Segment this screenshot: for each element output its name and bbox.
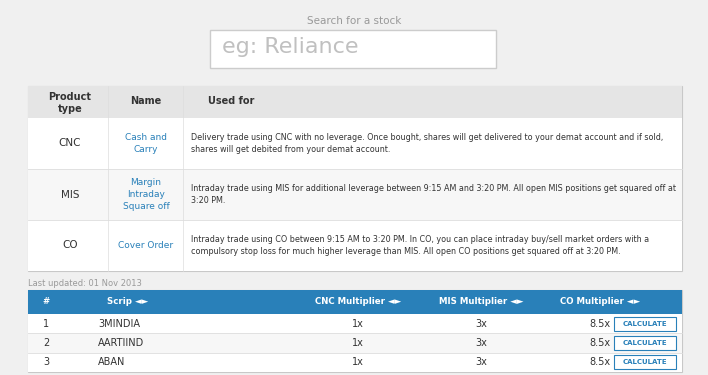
Bar bbox=[28, 290, 682, 372]
Text: CNC: CNC bbox=[59, 138, 81, 148]
Text: Cash and
Carry: Cash and Carry bbox=[125, 133, 167, 154]
Bar bbox=[28, 86, 682, 118]
Text: Name: Name bbox=[130, 96, 161, 106]
Text: 8.5x: 8.5x bbox=[590, 319, 610, 328]
Text: 1x: 1x bbox=[352, 357, 364, 368]
Bar bbox=[614, 336, 676, 350]
Text: CO Multiplier ◄►: CO Multiplier ◄► bbox=[560, 297, 640, 306]
Text: 3MINDIA: 3MINDIA bbox=[98, 319, 140, 328]
Bar bbox=[28, 169, 682, 220]
Text: MIS Multiplier ◄►: MIS Multiplier ◄► bbox=[439, 297, 523, 306]
Text: 2: 2 bbox=[43, 338, 49, 348]
Text: 8.5x: 8.5x bbox=[590, 338, 610, 348]
Text: 3x: 3x bbox=[475, 319, 487, 328]
Text: MIS: MIS bbox=[61, 189, 79, 200]
Text: CALCULATE: CALCULATE bbox=[623, 359, 668, 365]
Bar bbox=[28, 290, 682, 314]
Text: #: # bbox=[42, 297, 50, 306]
Text: CO: CO bbox=[62, 240, 78, 250]
Bar bbox=[28, 333, 682, 352]
Text: 3x: 3x bbox=[475, 338, 487, 348]
Text: Intraday trade using CO between 9:15 AM to 3:20 PM. In CO, you can place intrada: Intraday trade using CO between 9:15 AM … bbox=[191, 235, 649, 256]
Text: Last updated: 01 Nov 2013: Last updated: 01 Nov 2013 bbox=[28, 279, 142, 288]
Text: 8.5x: 8.5x bbox=[590, 357, 610, 368]
Text: ABAN: ABAN bbox=[98, 357, 125, 368]
Bar bbox=[614, 316, 676, 331]
Text: Product
type: Product type bbox=[49, 92, 91, 114]
Bar bbox=[210, 30, 496, 68]
Text: 1x: 1x bbox=[352, 338, 364, 348]
Text: Intraday trade using MIS for additional leverage between 9:15 AM and 3:20 PM. Al: Intraday trade using MIS for additional … bbox=[191, 184, 676, 205]
Text: Delivery trade using CNC with no leverage. Once bought, shares will get delivere: Delivery trade using CNC with no leverag… bbox=[191, 133, 663, 154]
Text: Used for: Used for bbox=[208, 96, 254, 106]
Bar bbox=[28, 352, 682, 372]
Text: Margin
Intraday
Square off: Margin Intraday Square off bbox=[122, 178, 169, 211]
Text: eg: Reliance: eg: Reliance bbox=[222, 37, 358, 57]
Text: 1x: 1x bbox=[352, 319, 364, 328]
Bar bbox=[28, 86, 682, 271]
Text: AARTIIND: AARTIIND bbox=[98, 338, 144, 348]
Text: 3x: 3x bbox=[475, 357, 487, 368]
Text: Scrip ◄►: Scrip ◄► bbox=[108, 297, 149, 306]
Text: Search for a stock: Search for a stock bbox=[307, 16, 401, 26]
Bar bbox=[28, 220, 682, 271]
Text: CALCULATE: CALCULATE bbox=[623, 321, 668, 327]
Bar bbox=[614, 356, 676, 369]
Bar bbox=[28, 314, 682, 333]
Text: 1: 1 bbox=[43, 319, 49, 328]
Bar bbox=[28, 118, 682, 169]
Text: Cover Order: Cover Order bbox=[118, 241, 173, 250]
Text: CNC Multiplier ◄►: CNC Multiplier ◄► bbox=[315, 297, 401, 306]
Text: CALCULATE: CALCULATE bbox=[623, 340, 668, 346]
Text: 3: 3 bbox=[43, 357, 49, 368]
